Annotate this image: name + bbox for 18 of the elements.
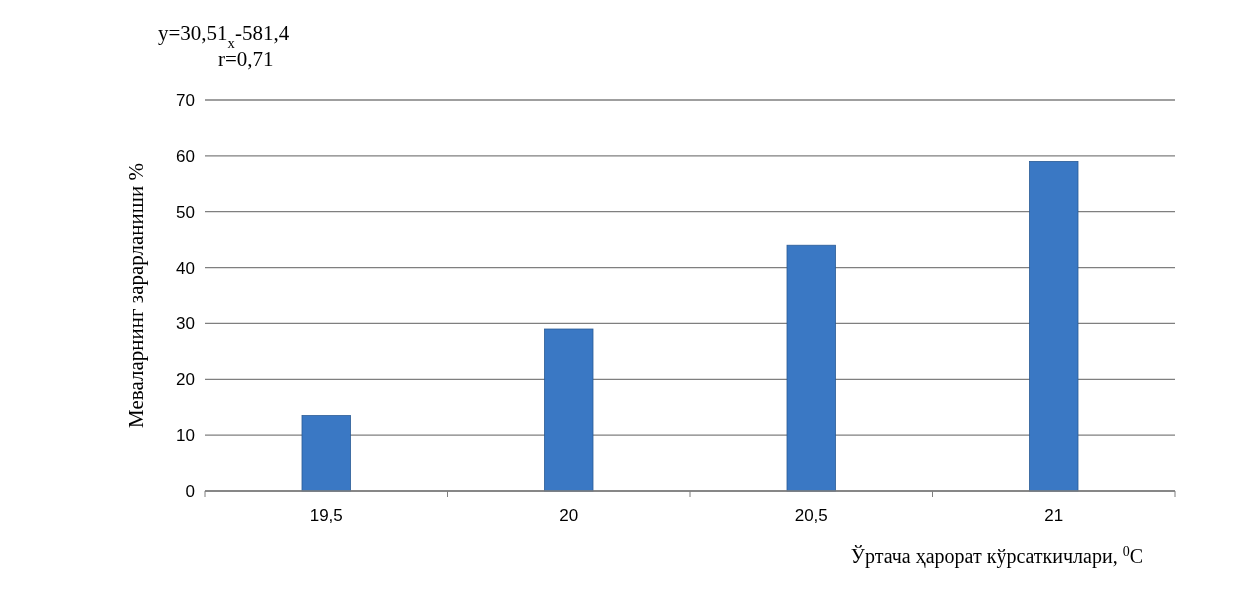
y-tick-label: 10	[176, 426, 195, 446]
y-tick-label: 40	[176, 258, 195, 278]
y-tick-label: 70	[176, 90, 195, 110]
x-axis-title: Ўртача ҳарорат кўрсаткичлари, $^{0}$C	[850, 543, 1143, 568]
y-tick-label: 20	[176, 370, 195, 390]
x-tick-label: 20,5	[794, 506, 828, 525]
y-tick-label: 60	[176, 146, 195, 166]
x-tick-label: 19,5	[309, 506, 343, 525]
bar	[301, 415, 351, 492]
y-axis-title: Меваларнинг зарарланиши %	[124, 163, 148, 428]
y-tick-label: 30	[176, 314, 195, 334]
bar	[544, 328, 594, 492]
y-tick-label: 0	[185, 481, 195, 501]
y-tick-label: 50	[176, 202, 195, 222]
x-tick-label: 20	[559, 506, 579, 525]
bar	[1029, 161, 1079, 492]
x-tick-label: 21	[1044, 506, 1064, 525]
bar	[786, 244, 836, 492]
